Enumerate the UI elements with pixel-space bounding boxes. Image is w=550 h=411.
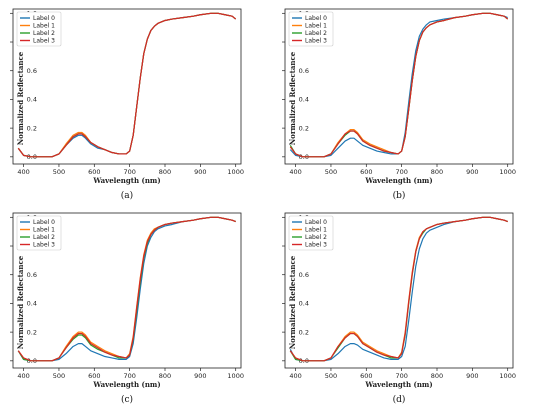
plot-frame — [284, 8, 514, 165]
legend-box — [16, 215, 62, 251]
panel-caption: (b) — [393, 190, 406, 201]
legend-box — [288, 11, 334, 47]
y-tick-label: 0.2 — [27, 124, 37, 132]
y-tick-label: 0.4 — [299, 300, 309, 308]
x-tick-label: 500 — [53, 168, 65, 176]
x-tick-label: 600 — [360, 168, 372, 176]
x-axis-label: Wavelength (nm) — [92, 380, 160, 389]
chart-panel-0: 40050060070080090010000.00.20.40.60.81.0… — [10, 8, 244, 201]
legend-label-2: Label 2 — [305, 234, 327, 241]
panel-caption: (d) — [393, 394, 406, 405]
plot-frame — [12, 8, 242, 165]
plot-frame — [12, 212, 242, 369]
x-tick-label: 400 — [289, 372, 301, 380]
legend-label-1: Label 1 — [305, 227, 327, 234]
x-tick-label: 600 — [88, 372, 100, 380]
x-tick-label: 600 — [360, 372, 372, 380]
legend-label-3: Label 3 — [33, 242, 55, 249]
y-tick-label: 0.6 — [299, 67, 309, 75]
x-tick-label: 1000 — [227, 168, 244, 176]
series-line-3 — [289, 12, 509, 158]
legend-label-0: Label 0 — [33, 219, 55, 226]
legend-label-3: Label 3 — [305, 242, 327, 249]
chart-panel-3: 40050060070080090010000.00.20.40.60.81.0… — [282, 212, 516, 405]
legend-box — [288, 215, 334, 251]
legend-box — [16, 11, 62, 47]
x-tick-label: 500 — [53, 372, 65, 380]
legend-label-0: Label 0 — [305, 219, 327, 226]
x-tick-label: 800 — [431, 168, 443, 176]
y-tick-label: 0.6 — [27, 67, 37, 75]
x-tick-label: 800 — [159, 372, 171, 380]
y-tick-label: 0.4 — [299, 96, 309, 104]
x-tick-label: 900 — [466, 168, 478, 176]
legend-label-2: Label 2 — [33, 30, 55, 37]
y-tick-label: 0.4 — [27, 96, 37, 104]
panel-caption: (a) — [121, 190, 133, 201]
x-tick-label: 700 — [395, 168, 407, 176]
y-tick-label: 0.2 — [27, 328, 37, 336]
y-axis-label: Normalized Reflectance — [288, 51, 297, 145]
legend-label-1: Label 1 — [33, 23, 55, 30]
x-tick-label: 1000 — [499, 372, 516, 380]
x-axis-label: Wavelength (nm) — [92, 176, 160, 185]
x-tick-label: 500 — [325, 372, 337, 380]
y-tick-label: 0.2 — [299, 328, 309, 336]
series-line-3 — [17, 216, 236, 362]
legend-label-1: Label 1 — [33, 227, 55, 234]
y-axis-label: Normalized Reflectance — [16, 255, 25, 349]
legend-label-0: Label 0 — [305, 15, 327, 22]
series-line-3 — [289, 216, 508, 362]
chart-panel-2: 40050060070080090010000.00.20.40.60.81.0… — [10, 212, 244, 405]
y-axis-label: Normalized Reflectance — [16, 51, 25, 145]
x-tick-label: 700 — [123, 372, 135, 380]
x-tick-label: 400 — [17, 168, 29, 176]
legend-label-3: Label 3 — [305, 38, 327, 45]
legend-label-1: Label 1 — [305, 23, 327, 30]
x-tick-label: 400 — [17, 372, 29, 380]
y-tick-label: 0.6 — [299, 271, 309, 279]
plot-frame — [284, 212, 514, 369]
y-tick-label: 0.4 — [27, 300, 37, 308]
x-tick-label: 700 — [395, 372, 407, 380]
x-tick-label: 1000 — [499, 168, 516, 176]
y-axis-label: Normalized Reflectance — [288, 255, 297, 349]
x-tick-label: 500 — [325, 168, 337, 176]
x-tick-label: 700 — [123, 168, 135, 176]
x-tick-label: 800 — [431, 372, 443, 380]
x-tick-label: 900 — [194, 168, 206, 176]
chart-panel-1: 40050060070080090010000.00.20.40.60.81.0… — [282, 8, 516, 201]
legend-label-3: Label 3 — [33, 38, 55, 45]
panel-caption: (c) — [121, 394, 133, 405]
legend-label-2: Label 2 — [305, 30, 327, 37]
y-tick-label: 0.2 — [299, 124, 309, 132]
x-tick-label: 800 — [159, 168, 171, 176]
x-tick-label: 900 — [194, 372, 206, 380]
x-tick-label: 900 — [466, 372, 478, 380]
y-tick-label: 0.6 — [27, 271, 37, 279]
x-tick-label: 400 — [289, 168, 301, 176]
series-line-3 — [17, 12, 237, 158]
legend-label-2: Label 2 — [33, 234, 55, 241]
x-axis-label: Wavelength (nm) — [364, 176, 432, 185]
x-tick-label: 600 — [88, 168, 100, 176]
x-tick-label: 1000 — [227, 372, 244, 380]
legend-label-0: Label 0 — [33, 15, 55, 22]
x-axis-label: Wavelength (nm) — [364, 380, 432, 389]
